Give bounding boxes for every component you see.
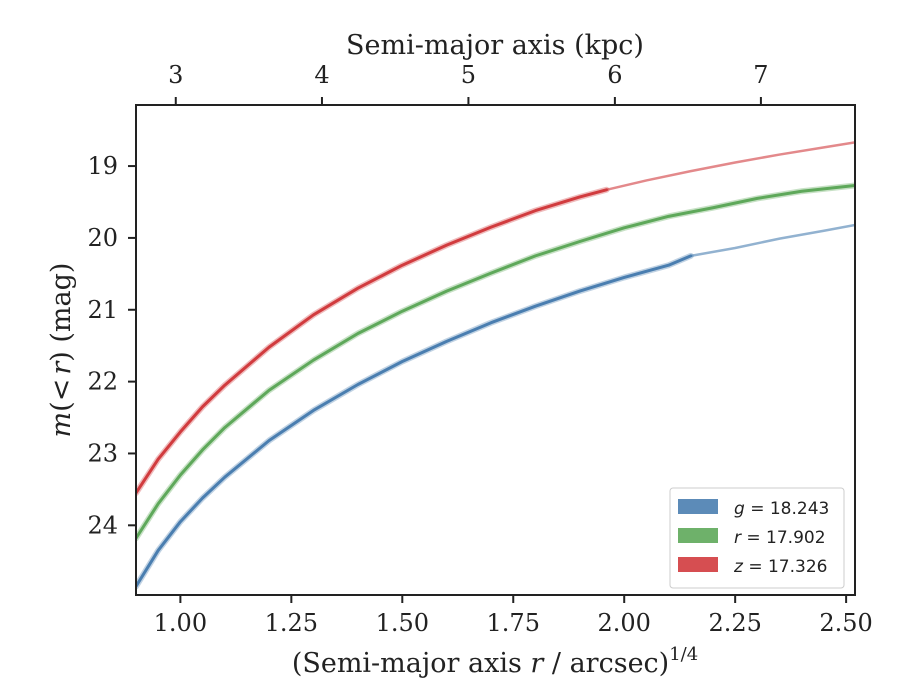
legend-swatch-g xyxy=(678,499,718,514)
y-axis-title-r: r xyxy=(46,360,77,375)
legend-var: z xyxy=(733,557,744,577)
y-tick-label: 23 xyxy=(87,439,118,467)
legend-label-z: z = 17.326 xyxy=(733,557,827,577)
series-band-r xyxy=(136,182,855,542)
top-tick-label: 5 xyxy=(461,61,476,89)
top-tick-label: 3 xyxy=(168,61,183,89)
y-axis-title-close: ) xyxy=(46,351,77,362)
x-axis-title-sup: 1/4 xyxy=(669,644,698,665)
x-tick-label: 1.50 xyxy=(376,609,429,637)
y-axis-title-lt: < xyxy=(46,379,77,402)
top-axis-title: Semi-major axis (kpc) xyxy=(346,30,644,61)
top-tick-label: 4 xyxy=(314,61,329,89)
series-line-g xyxy=(136,254,693,588)
x-axis-title: (Semi-major axis r / arcsec)1/4 xyxy=(292,644,698,679)
y-tick-label: 22 xyxy=(87,368,118,396)
series-line-z xyxy=(136,188,608,495)
x-tick-label: 2.50 xyxy=(819,609,872,637)
legend-swatch-z xyxy=(678,557,718,572)
y-axis-title-unit: (mag) xyxy=(46,263,77,352)
x-axis-title-post: / arcsec) xyxy=(543,648,669,679)
y-tick-label: 24 xyxy=(87,511,118,539)
legend-value: = 17.326 xyxy=(743,557,828,577)
x-tick-label: 1.00 xyxy=(154,609,207,637)
y-axis-title: m(< r) (mag) xyxy=(46,263,77,438)
legend-value: = 17.902 xyxy=(741,528,826,548)
legend-label-r: r = 17.902 xyxy=(734,528,826,548)
plot-frame xyxy=(135,104,856,596)
x-tick-label: 1.25 xyxy=(265,609,318,637)
series-extrapolation-g xyxy=(690,223,855,258)
y-tick-label: 20 xyxy=(87,224,118,252)
y-tick-label: 21 xyxy=(87,296,118,324)
y-tick-label: 19 xyxy=(87,152,118,180)
x-tick-label: 2.00 xyxy=(597,609,650,637)
legend-swatch-r xyxy=(678,528,718,543)
axes: 1.00 1.25 1.50 1.75 2.00 2.25 2.50 19 20 21 22 23 24… xyxy=(87,61,872,637)
legend-value: = 18.243 xyxy=(745,499,830,519)
legend-label-g: g = 18.243 xyxy=(734,499,829,519)
x-tick-label: 2.25 xyxy=(708,609,761,637)
top-tick-label: 7 xyxy=(753,61,768,89)
y-axis-title-m: m xyxy=(46,412,77,438)
y-axis-title-open: ( xyxy=(46,401,77,412)
series-extrapolation-z xyxy=(606,141,855,191)
legend-var: g xyxy=(734,499,745,519)
x-tick-label: 1.75 xyxy=(487,609,540,637)
plot-area xyxy=(136,141,855,590)
x-axis-title-pre: (Semi-major axis xyxy=(292,648,531,679)
x-axis-title-var: r xyxy=(530,648,545,679)
top-tick-label: 6 xyxy=(607,61,622,89)
legend-var: r xyxy=(734,528,742,548)
series-line-r xyxy=(136,183,855,540)
